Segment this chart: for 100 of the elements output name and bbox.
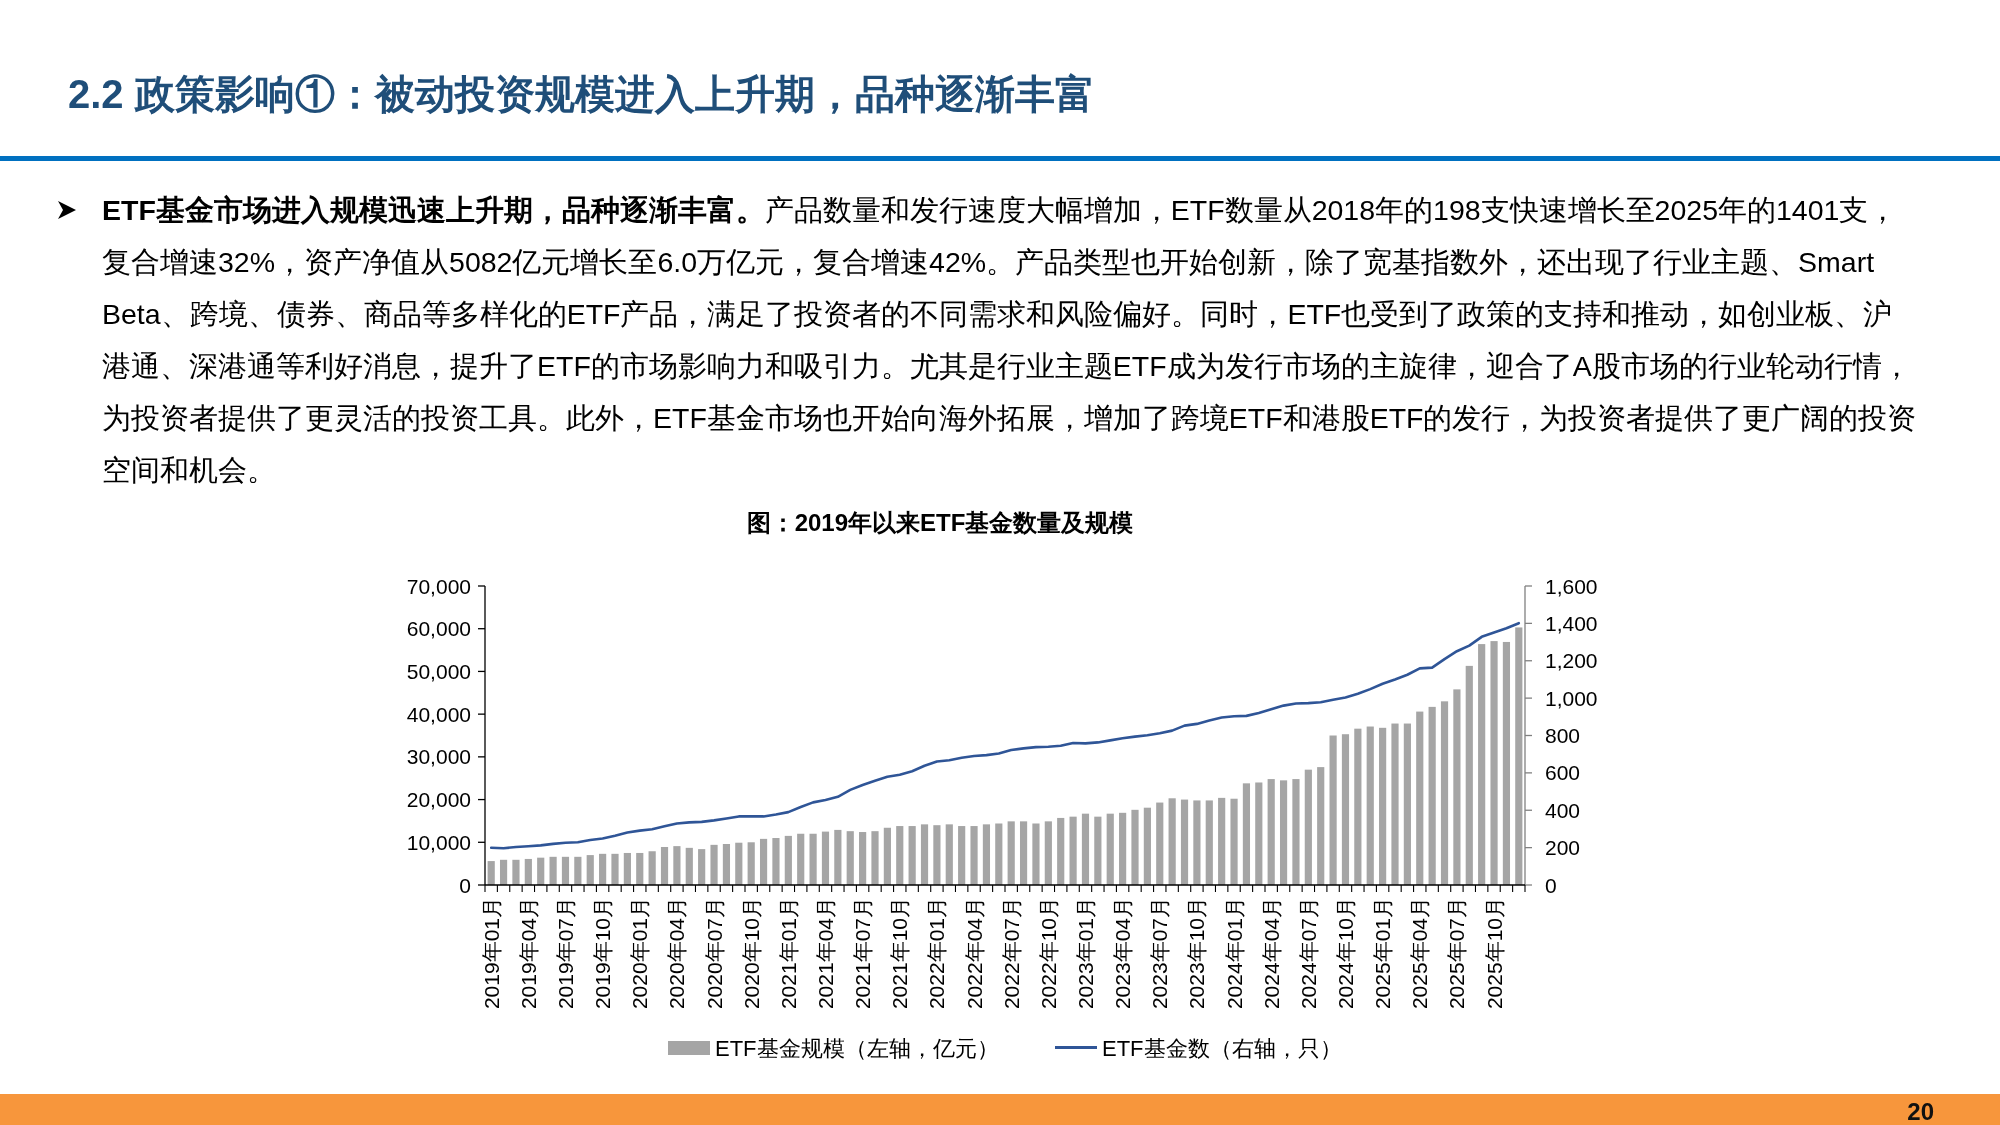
bar <box>1502 641 1511 885</box>
bar <box>1007 821 1015 885</box>
x-tick-label: 2020年04月 <box>665 897 689 1010</box>
bar <box>784 835 792 885</box>
x-tick-label: 2019年01月 <box>479 897 503 1010</box>
y2-tick-label: 400 <box>1545 798 1581 822</box>
y2-tick-label: 1,400 <box>1545 611 1598 635</box>
bar <box>1119 812 1127 885</box>
x-tick-label: 2022年04月 <box>962 897 986 1010</box>
bar <box>487 861 495 885</box>
x-tick-label: 2024年04月 <box>1259 897 1283 1010</box>
bar <box>1069 816 1077 885</box>
bar <box>660 846 669 885</box>
bar <box>499 859 508 885</box>
bar <box>586 855 594 885</box>
y-tick-label: 60,000 <box>406 617 471 641</box>
bar <box>1131 809 1139 885</box>
y2-tick-label: 1,200 <box>1545 649 1598 673</box>
bar <box>1440 701 1449 885</box>
bar <box>945 824 953 885</box>
x-tick-label: 2023年07月 <box>1148 897 1172 1010</box>
y2-tick-label: 200 <box>1545 836 1581 860</box>
bar <box>982 824 991 885</box>
bar <box>599 853 607 885</box>
bar <box>958 826 966 885</box>
x-tick-label: 2022年10月 <box>1036 897 1060 1010</box>
bar <box>846 831 854 885</box>
y-tick-label: 20,000 <box>406 788 471 812</box>
bar <box>1255 782 1263 885</box>
x-tick-label: 2025年01月 <box>1371 897 1395 1010</box>
bar <box>1403 723 1411 885</box>
bar <box>1317 767 1325 885</box>
bar <box>549 856 557 885</box>
bar <box>1490 641 1498 885</box>
x-tick-label: 2023年01月 <box>1073 897 1097 1010</box>
bar <box>809 833 817 885</box>
x-tick-label: 2019年10月 <box>591 897 615 1010</box>
bar <box>995 823 1003 885</box>
y2-tick-label: 1,000 <box>1545 686 1598 710</box>
x-tick-label: 2025年04月 <box>1408 897 1432 1010</box>
y-tick-label: 50,000 <box>406 659 471 683</box>
x-tick-label: 2025年10月 <box>1482 897 1506 1010</box>
bar <box>1267 779 1275 885</box>
bar <box>1205 800 1213 885</box>
bar <box>1218 797 1226 885</box>
bar <box>883 827 891 885</box>
x-tick-label: 2019年07月 <box>553 897 577 1010</box>
bar <box>1379 727 1387 885</box>
chart-title: 2.2 政策影响①：被动投资规模进入上升期，品种逐渐丰富 <box>68 72 1095 116</box>
x-tick-label: 2021年07月 <box>851 897 875 1010</box>
legend-label: ETF基金规模（左轴，亿元） <box>715 1036 999 1061</box>
y-tick-label: 10,000 <box>406 830 471 854</box>
bar <box>1044 821 1052 885</box>
bar <box>537 857 545 885</box>
bar <box>561 856 570 885</box>
bar <box>1057 817 1065 885</box>
bar <box>920 824 929 885</box>
bar <box>1168 798 1176 885</box>
y-tick-label: 40,000 <box>406 702 471 726</box>
legend-label: ETF基金数（右轴，只） <box>1102 1036 1342 1061</box>
bar <box>871 831 879 885</box>
bar <box>722 843 731 885</box>
x-tick-label: 2021年04月 <box>813 897 837 1010</box>
bar <box>1329 735 1337 885</box>
bar <box>735 842 743 885</box>
bar <box>1094 816 1102 885</box>
bar <box>747 842 755 885</box>
bar <box>611 853 619 885</box>
bar <box>673 846 681 885</box>
chart-subtitle: 图：2019年以来ETF基金数量及规模 <box>746 509 1134 536</box>
y-tick-label: 0 <box>459 873 471 897</box>
bar <box>1428 706 1436 885</box>
x-tick-label: 2024年01月 <box>1222 897 1246 1010</box>
bar <box>933 825 941 885</box>
bar <box>1143 807 1151 885</box>
bar <box>759 838 768 885</box>
bar <box>1366 726 1374 885</box>
y-tick-label: 30,000 <box>406 745 471 769</box>
bar <box>1106 813 1114 885</box>
text: ETF基金市场进入规模迅速上升期，品种逐渐丰富。产品数量和发行速度大幅增加，ETF数量从2018年的198支快速增长至2025年的1401支，复合增速32%，资产净值从5082亿元增长至6.0万亿元，复合增速42%。产品类型也开始创新，除了宽基指数外，还出现了行业主题、Smart Beta、跨境、债券、商品等多样化的ETF产品，满足了投资者的不同需求和风险偏好。同时，ETF也受到了政策的支持和推动，如创业板、沪港通、深港通等利好消息，提升了ETF的市场影响力和吸引力。尤其是行业主题ETF成为发行市场的主旋律，迎合了A股市场的行业轮动行情，为投资者提供了更灵活的投资工具。此外，ETF基金市场也开始向海外拓展，增加了跨境ETF和港股ETF的发行，为投资者提供了更广阔的投资空间和机会。 <box>102 193 1917 488</box>
x-tick-label: 2024年10月 <box>1333 897 1357 1010</box>
bar <box>1354 728 1362 885</box>
bar <box>1242 783 1251 885</box>
bar <box>1515 627 1523 885</box>
x-tick-label: 2020年10月 <box>739 897 763 1010</box>
bar <box>710 844 718 885</box>
bar <box>648 851 656 885</box>
y-tick-label: 70,000 <box>406 574 471 598</box>
bar <box>1478 644 1486 885</box>
bar <box>797 833 805 885</box>
bar <box>970 826 978 885</box>
bar <box>896 826 904 885</box>
bar <box>623 852 631 885</box>
bar <box>1391 723 1399 885</box>
y2-tick-label: 1,600 <box>1545 574 1598 598</box>
bar <box>1279 780 1288 885</box>
bar <box>524 858 532 885</box>
bar <box>859 832 867 885</box>
bar <box>685 847 693 885</box>
x-tick-label: 2022年07月 <box>999 897 1023 1010</box>
